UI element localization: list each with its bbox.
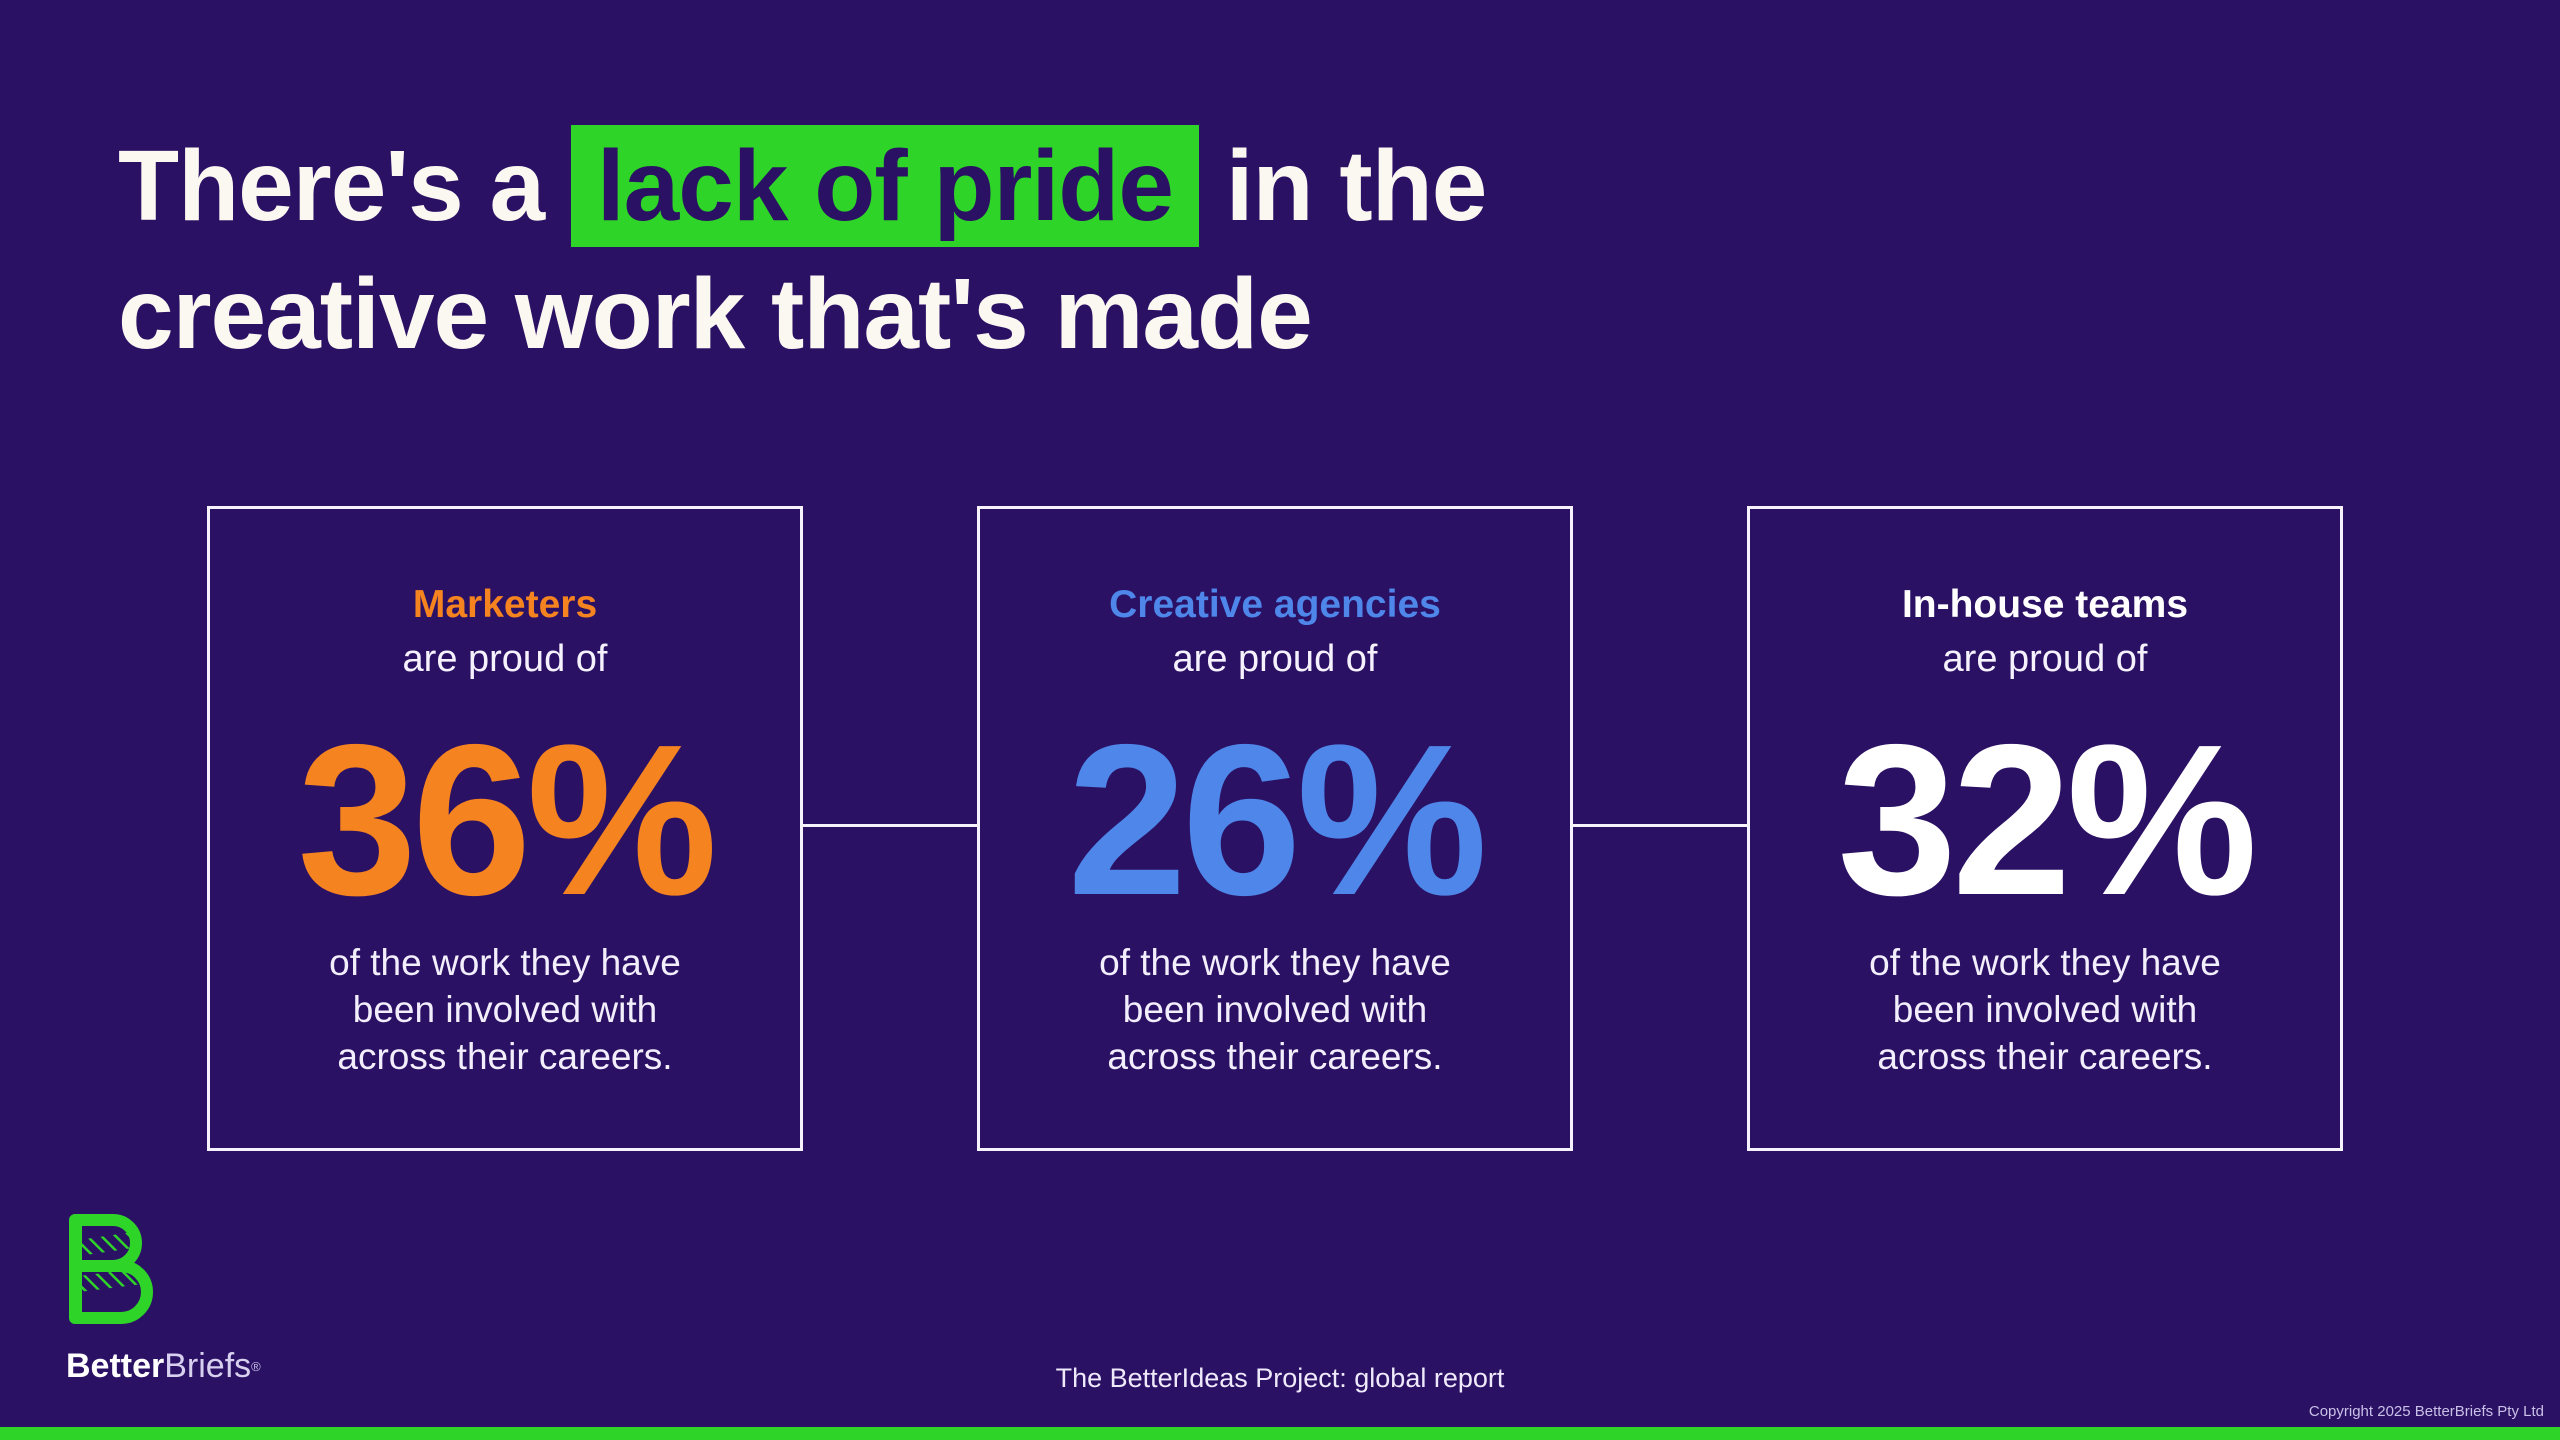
stat-value: 36%: [297, 699, 717, 940]
card-connector-line: [1573, 824, 1747, 827]
title-text-line2: creative work that's made: [118, 258, 1313, 370]
card-heading: In-house teams: [1901, 583, 2189, 626]
copyright-text: Copyright 2025 BetterBriefs Pty Ltd: [2308, 1403, 2544, 1420]
card-heading: Marketers: [412, 583, 598, 626]
brand-regular: Briefs: [164, 1347, 252, 1385]
card-subheading: are proud of: [402, 638, 608, 680]
card-subheading: are proud of: [1172, 638, 1378, 680]
brand-bold: Better: [66, 1347, 165, 1385]
stat-description: of the work they have been involved with…: [210, 939, 800, 1080]
stat-description-line: of the work they have: [1869, 942, 2221, 983]
title-text-prefix: There's a: [118, 130, 571, 242]
stat-description: of the work they have been involved with…: [1750, 939, 2340, 1080]
stat-description-line: of the work they have: [1099, 942, 1451, 983]
stat-description-line: been involved with: [1892, 989, 2198, 1030]
stat-description-line: across their careers.: [1107, 1036, 1443, 1077]
stat-description-line: been involved with: [352, 989, 658, 1030]
title-highlight: lack of pride: [570, 125, 1199, 247]
bottom-accent-bar: [0, 1427, 2560, 1440]
betterbriefs-wordmark: BetterBriefs®: [66, 1346, 261, 1387]
stat-value: 26%: [1067, 699, 1487, 940]
betterbriefs-logo-icon: [63, 1210, 161, 1328]
stat-description-line: across their careers.: [1877, 1036, 2213, 1077]
registered-mark: ®: [251, 1359, 261, 1374]
card-heading: Creative agencies: [1109, 583, 1441, 626]
stat-description-line: across their careers.: [337, 1036, 673, 1077]
card-connector-line: [803, 824, 977, 827]
page-title: There's a lack of pride in the creative …: [118, 122, 1488, 378]
stat-description-line: of the work they have: [329, 942, 681, 983]
stat-card-inhouse-teams: In-house teams are proud of 32% of the w…: [1747, 506, 2343, 1151]
card-subheading: are proud of: [1942, 638, 2148, 680]
stat-description-line: been involved with: [1122, 989, 1428, 1030]
stat-card-marketers: Marketers are proud of 36% of the work t…: [207, 506, 803, 1151]
stat-description: of the work they have been involved with…: [980, 939, 1570, 1080]
stat-value: 32%: [1837, 699, 2257, 940]
report-caption: The BetterIdeas Project: global report: [1055, 1363, 1505, 1393]
stat-card-creative-agencies: Creative agencies are proud of 26% of th…: [977, 506, 1573, 1151]
title-text-suffix: in the: [1198, 130, 1488, 242]
